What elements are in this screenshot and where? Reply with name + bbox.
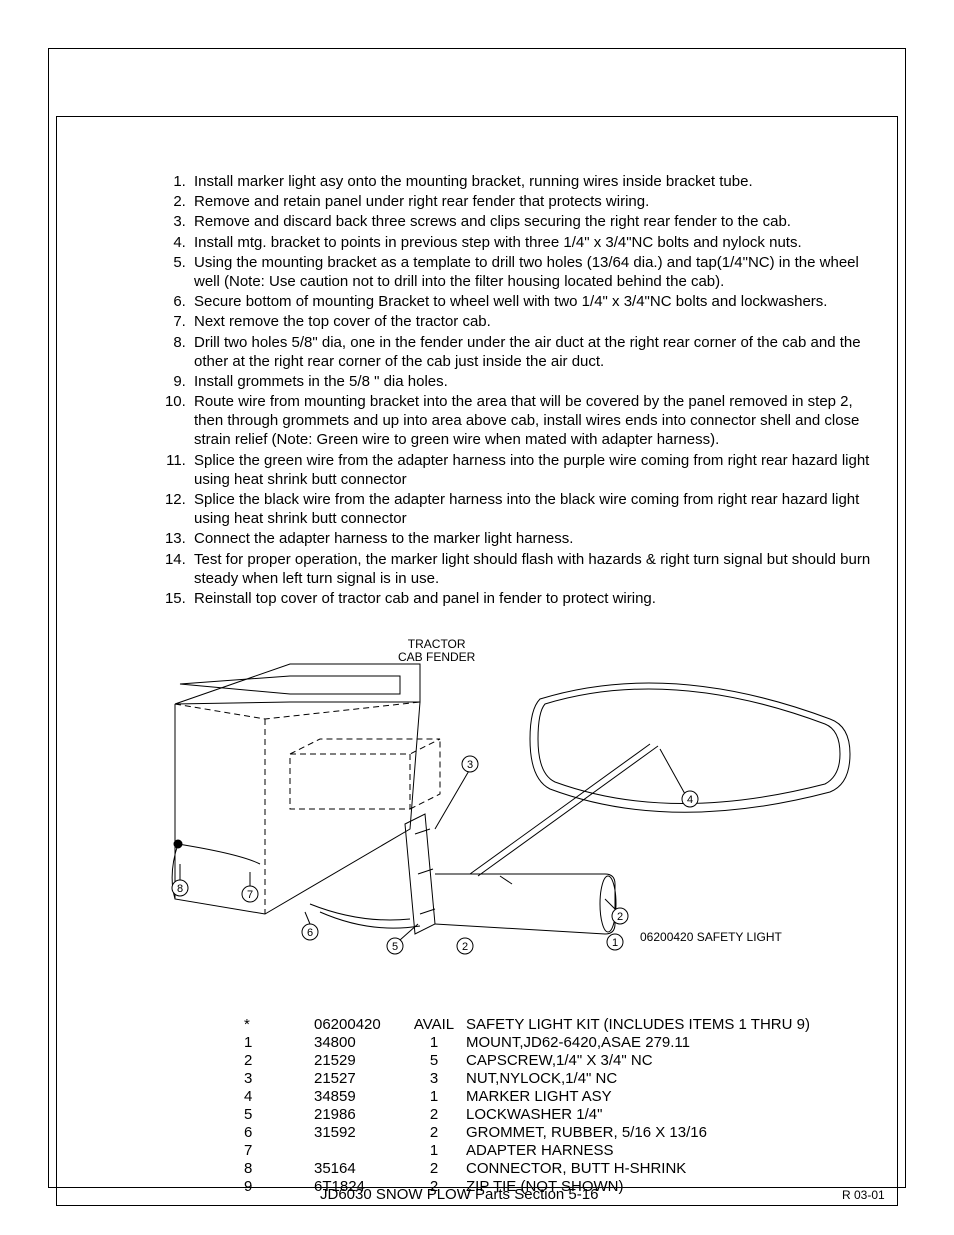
svg-text:5: 5 <box>392 941 398 953</box>
step: Install grommets in the 5/8 " dia holes. <box>190 372 882 391</box>
callout-2b-icon: 2 <box>457 938 473 954</box>
svg-text:8: 8 <box>177 883 183 895</box>
callout-8-icon: 8 <box>172 880 188 896</box>
svg-text:2: 2 <box>462 941 468 953</box>
callout-7-icon: 7 <box>242 886 258 902</box>
callout-2-icon: 2 <box>612 908 628 924</box>
table-row: 4348591MARKER LIGHT ASY <box>244 1088 810 1106</box>
svg-text:3: 3 <box>467 759 473 771</box>
table-row: 1348001MOUNT,JD62-6420,ASAE 279.11 <box>244 1034 810 1052</box>
svg-text:4: 4 <box>687 794 693 806</box>
step: Drill two holes 5/8" dia, one in the fen… <box>190 333 882 371</box>
step: Install marker light asy onto the mounti… <box>190 172 882 191</box>
callout-6-icon: 6 <box>302 924 318 940</box>
svg-text:6: 6 <box>307 927 313 939</box>
step: Remove and discard back three screws and… <box>190 212 882 231</box>
callout-5-icon: 5 <box>387 938 403 954</box>
table-row: 6315922GROMMET, RUBBER, 5/16 X 13/16 <box>244 1124 810 1142</box>
callout-1-icon: 1 <box>607 934 623 950</box>
step: Splice the black wire from the adapter h… <box>190 490 882 528</box>
step: Route wire from mounting bracket into th… <box>190 392 882 450</box>
step: Remove and retain panel under right rear… <box>190 192 882 211</box>
step: Reinstall top cover of tractor cab and p… <box>190 589 882 608</box>
svg-text:2: 2 <box>617 911 623 923</box>
page-footer-right: R 03-01 <box>842 1188 885 1202</box>
table-row: 2215295CAPSCREW,1/4" X 3/4" NC <box>244 1052 810 1070</box>
svg-text:1: 1 <box>612 937 618 949</box>
instruction-steps: Install marker light asy onto the mounti… <box>158 172 882 608</box>
step: Next remove the top cover of the tractor… <box>190 312 882 331</box>
step: Install mtg. bracket to points in previo… <box>190 233 882 252</box>
table-row: *06200420AVAILSAFETY LIGHT KIT (INCLUDES… <box>244 1016 810 1034</box>
page-footer-center: JD6030 SNOW PLOW Parts Section 5-16 <box>320 1186 598 1203</box>
callout-3-icon: 3 <box>462 756 478 772</box>
diagram-right-label: 06200420 SAFETY LIGHT <box>640 930 782 944</box>
svg-text:7: 7 <box>247 889 253 901</box>
instructions-block: Install marker light asy onto the mounti… <box>158 172 882 609</box>
step: Splice the green wire from the adapter h… <box>190 451 882 489</box>
table-row: 8351642CONNECTOR, BUTT H-SHRINK <box>244 1160 810 1178</box>
table-row: 71ADAPTER HARNESS <box>244 1142 810 1160</box>
step: Secure bottom of mounting Bracket to whe… <box>190 292 882 311</box>
parts-table: *06200420AVAILSAFETY LIGHT KIT (INCLUDES… <box>244 1016 810 1196</box>
step: Using the mounting bracket as a template… <box>190 253 882 291</box>
step: Connect the adapter harness to the marke… <box>190 529 882 548</box>
table-row: 5219862LOCKWASHER 1/4" <box>244 1106 810 1124</box>
callout-4-icon: 4 <box>682 791 698 807</box>
table-row: 3215273NUT,NYLOCK,1/4" NC <box>244 1070 810 1088</box>
step: Test for proper operation, the marker li… <box>190 550 882 588</box>
